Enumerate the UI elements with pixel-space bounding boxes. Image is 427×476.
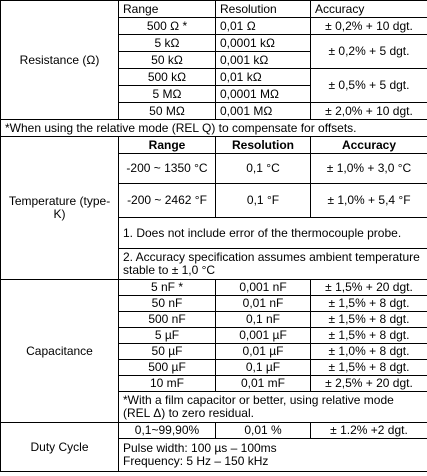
cell: ± 0,2% + 10 dgt. <box>310 17 427 35</box>
table-row: Pulse width: 100 µs – 100ms Frequency: 5 … <box>1 438 427 472</box>
cell: ± 2,5% + 20 dgt. <box>310 375 427 392</box>
cell: 0,01 kΩ <box>215 68 311 86</box>
cell: ± 1,0% + 8 dgt. <box>310 343 427 360</box>
row-label: Duty Cycle <box>0 422 119 472</box>
cell: 5 kΩ <box>118 34 216 52</box>
column-header: Accuracy <box>310 0 427 18</box>
table-row: -200 ~ 2462 °F 0,1 °F ± 1,0% + 5,4 °F <box>1 183 427 218</box>
cell: ± 1,0% + 3,0 °C <box>310 153 427 184</box>
cell: 500 nF <box>118 311 216 328</box>
table-row: *With a film capacitor or better, using … <box>1 391 427 423</box>
note: Pulse width: 100 µs – 100ms Frequency: 5 … <box>118 438 427 472</box>
table-row: 50 µF 0,01 µF ± 1,0% + 8 dgt. <box>1 343 427 360</box>
cell: 0,001 nF <box>215 279 311 296</box>
note: *With a film capacitor or better, using … <box>118 391 427 423</box>
cell: ± 1,0% + 5,4 °F <box>310 183 427 218</box>
text-line: Pulse width: 100 µs – 100ms <box>123 441 277 455</box>
cell: 0,001 kΩ <box>215 51 311 69</box>
cell: 50 µF <box>118 343 216 360</box>
cell: 500 µF <box>118 359 216 376</box>
cell: ± 0,2% + 5 dgt. <box>310 34 427 69</box>
cell: 10 mF <box>118 375 216 392</box>
table-row: 500 nF 0,1 nF ± 1,5% + 8 dgt. <box>1 311 427 328</box>
cell: ± 2,0% + 10 dgt. <box>310 102 427 120</box>
cell: 0,0001 MΩ <box>215 85 311 103</box>
cell: ± 0,5% + 5 dgt. <box>310 68 427 103</box>
column-header: Accuracy <box>310 136 427 154</box>
table-row: Temperature (type-K) Range Resolution Accur… <box>0 136 427 280</box>
cell: 500 Ω * <box>118 17 216 35</box>
cell: 0,0001 kΩ <box>215 34 311 52</box>
cell: 0,1 °F <box>215 183 311 218</box>
row-label: Resistance (Ω) <box>0 0 119 120</box>
cell: 0,1 °C <box>215 153 311 184</box>
cell: 0,01 nF <box>215 295 311 312</box>
cell: 5 MΩ <box>118 85 216 103</box>
table-row: 500 µF 0,1 µF ± 1,5% + 8 dgt. <box>1 359 427 376</box>
cell: 50 kΩ <box>118 51 216 69</box>
cell: 500 kΩ <box>118 68 216 86</box>
row-label: Capacitance <box>0 279 119 423</box>
table-row: 50 MΩ 0,001 MΩ ± 2,0% + 10 dgt. <box>1 102 427 120</box>
table-row: 5 µF 0,001 µF ± 1,5% + 8 dgt. <box>1 327 427 344</box>
table-row: 2. Accuracy specification assumes ambien… <box>1 248 427 280</box>
column-header: Range <box>118 136 216 154</box>
cell: -200 ~ 1350 °C <box>118 153 216 184</box>
text-line: Frequency: 5 Hz – 150 kHz <box>123 454 269 468</box>
cell: 5 nF * <box>118 279 216 296</box>
cell: 0,1~99,90% <box>118 422 216 439</box>
cell: -200 ~ 2462 °F <box>118 183 216 218</box>
table-row: Duty Cycle 0,1~99,90% 0,01 % ± 1.2% +2 dgt. <box>0 422 427 472</box>
cell: ± 1,5% + 8 dgt. <box>310 327 427 344</box>
table-row: Capacitance 5 nF * 0,001 nF ± 1,5% + 20 dgt… <box>0 279 427 423</box>
cell: 0,1 nF <box>215 311 311 328</box>
table-row: 5 kΩ 0,0001 kΩ ± 0,2% + 5 dgt. <box>1 34 427 69</box>
table-row: *When using the relative mode (REL Q) to… <box>0 119 427 137</box>
note: 2. Accuracy specification assumes ambien… <box>118 248 427 280</box>
cell: 0,1 µF <box>215 359 311 376</box>
table-row: Resistance (Ω) Range Resolution Accuracy <box>0 0 427 120</box>
cell: ± 1,5% + 20 dgt. <box>310 279 427 296</box>
cell: 0,01 mF <box>215 375 311 392</box>
cell: 50 MΩ <box>118 102 216 120</box>
table-row: 500 kΩ 0,01 kΩ ± 0,5% + 5 dgt. <box>1 68 427 103</box>
cell: ± 1,5% + 8 dgt. <box>310 311 427 328</box>
cell: 5 µF <box>118 327 216 344</box>
cell: 0,01 % <box>215 422 311 439</box>
column-header: Range <box>118 0 216 18</box>
cell: 0,01 µF <box>215 343 311 360</box>
cell: 0,001 MΩ <box>215 102 311 120</box>
cell: ± 1,5% + 8 dgt. <box>310 295 427 312</box>
row-label: Temperature (type-K) <box>0 136 119 280</box>
table-row: 10 mF 0,01 mF ± 2,5% + 20 dgt. <box>1 375 427 392</box>
cell: 0,001 µF <box>215 327 311 344</box>
note: 1. Does not include error of the thermoc… <box>118 217 427 249</box>
cell: ± 1,5% + 8 dgt. <box>310 359 427 376</box>
note: *When using the relative mode (REL Q) to… <box>0 119 427 137</box>
cell: 0,01 Ω <box>215 17 311 35</box>
cell: ± 1.2% +2 dgt. <box>310 422 427 439</box>
column-header: Resolution <box>215 136 311 154</box>
table-row: 1. Does not include error of the thermoc… <box>1 217 427 249</box>
cell: 50 nF <box>118 295 216 312</box>
column-header: Resolution <box>215 0 311 18</box>
table-row: 5 MΩ 0,0001 MΩ <box>1 85 427 103</box>
